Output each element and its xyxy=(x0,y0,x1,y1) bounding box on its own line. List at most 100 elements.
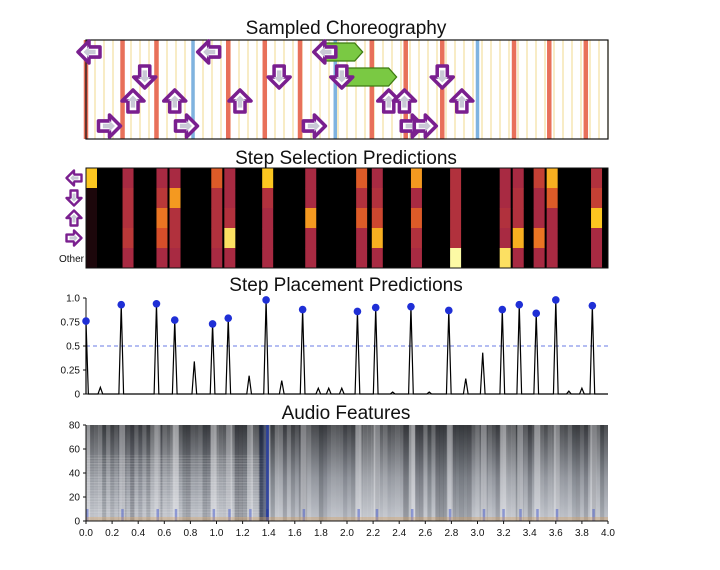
spectrogram-band xyxy=(86,503,266,505)
spectrogram-column xyxy=(463,425,468,521)
spectrogram-column xyxy=(274,425,280,521)
spectrogram-column xyxy=(214,425,219,521)
spectrogram-column xyxy=(206,425,211,521)
spectrogram-column xyxy=(431,425,436,521)
spectrogram-column xyxy=(603,425,609,521)
spectrogram-column xyxy=(375,425,380,521)
spectrogram-column xyxy=(407,425,412,521)
spec-x-tick-label: 2.4 xyxy=(392,528,406,539)
spectrogram-column xyxy=(567,425,573,521)
heat-cell xyxy=(512,248,524,269)
panel-title-step-placement: Step Placement Predictions xyxy=(229,275,462,296)
placement-peak-marker xyxy=(353,307,362,316)
heat-cell xyxy=(410,168,422,189)
spec-y-tick-label: 60 xyxy=(69,445,81,456)
heat-cell xyxy=(211,228,223,249)
low-frequency-band xyxy=(86,517,608,521)
heat-cell xyxy=(450,248,462,269)
onset-low-energy xyxy=(212,509,216,521)
spectrogram-column xyxy=(395,425,400,521)
step-arrow-left xyxy=(76,39,102,65)
down-arrow-shade xyxy=(139,70,151,83)
spec-x-tick-label: 1.6 xyxy=(288,528,302,539)
heat-cell xyxy=(86,248,97,269)
up-arrow-shade xyxy=(234,95,246,108)
spectrogram-column xyxy=(459,425,464,521)
spec-x-tick-label: 1.4 xyxy=(262,528,276,539)
spec-x-tick-label: 0.2 xyxy=(105,528,119,539)
heat-cell xyxy=(533,208,545,229)
heat-cell xyxy=(591,188,603,209)
spectrogram-column xyxy=(254,425,259,521)
row-label-right-icon xyxy=(65,229,83,247)
spectrogram-column xyxy=(403,425,408,521)
left-arrow-shade xyxy=(83,46,96,58)
spectrogram-column xyxy=(491,425,496,521)
onset-low-energy xyxy=(410,509,414,521)
heat-cell xyxy=(371,188,383,209)
up-arrow-shade xyxy=(398,95,410,108)
heat-cell xyxy=(410,208,422,229)
panel-title-choreography: Sampled Choreography xyxy=(246,18,447,39)
onset-streak-strong xyxy=(266,425,270,521)
spectrogram-column xyxy=(479,425,484,521)
spectrogram-column xyxy=(455,425,460,521)
placement-peak-marker xyxy=(552,296,560,304)
step-arrow-up xyxy=(449,88,475,114)
spectrogram-column xyxy=(535,425,541,521)
y-tick-label: 0.5 xyxy=(66,342,80,353)
onset-streak xyxy=(226,425,233,521)
spectrogram-column xyxy=(543,425,549,521)
left-arrow-shade xyxy=(70,174,79,182)
step-arrow-right xyxy=(301,113,328,139)
spectrogram-column xyxy=(559,425,565,521)
spectrogram-column xyxy=(298,425,304,521)
placement-peak-marker xyxy=(515,300,524,309)
spectrogram-column xyxy=(355,425,360,521)
onset-low-energy xyxy=(502,509,505,521)
spectrogram-band xyxy=(86,460,266,462)
heat-cell xyxy=(533,188,545,209)
heat-cell xyxy=(156,228,168,249)
heat-cell xyxy=(546,188,558,209)
placement-peak-marker xyxy=(371,303,380,312)
spectrogram-column xyxy=(551,425,557,521)
heat-cell xyxy=(546,248,558,269)
spectrogram-column xyxy=(150,425,155,521)
y-tick-label: 0.25 xyxy=(61,366,81,377)
heat-cell xyxy=(450,168,462,189)
heat-cell xyxy=(169,248,181,269)
spectrogram-column xyxy=(523,425,528,521)
onset-low-energy xyxy=(121,509,124,521)
spectrogram-column xyxy=(170,425,175,521)
heat-cell xyxy=(356,188,368,209)
row-label-down-icon xyxy=(65,189,83,207)
heat-cell xyxy=(450,188,462,209)
spectrogram-band xyxy=(86,492,266,494)
heat-cell xyxy=(122,168,134,189)
spectrogram-column xyxy=(342,425,348,521)
onset-low-energy xyxy=(357,509,360,521)
heat-cell xyxy=(169,208,181,229)
heat-cell xyxy=(371,248,383,269)
heat-cell xyxy=(591,168,603,189)
heat-cell xyxy=(371,228,383,249)
heat-cell xyxy=(224,248,236,269)
spectrogram-column xyxy=(571,425,577,521)
heat-cell xyxy=(262,168,274,189)
spectrogram-column xyxy=(118,425,123,521)
spectrogram-column xyxy=(334,425,340,521)
spectrogram-band xyxy=(86,487,266,489)
spec-x-tick-label: 3.0 xyxy=(471,528,485,539)
spectrogram-column xyxy=(411,425,416,521)
spectrogram-column xyxy=(210,425,215,521)
spectrogram-column xyxy=(579,425,585,521)
spectrogram-column xyxy=(314,425,320,521)
onset-streak xyxy=(355,425,362,521)
spec-x-tick-label: 0.8 xyxy=(183,528,197,539)
heat-cell xyxy=(211,248,223,269)
spectrogram-column xyxy=(122,425,127,521)
spectrogram-band xyxy=(86,479,266,481)
spectrogram-column xyxy=(383,425,388,521)
down-arrow-shade xyxy=(436,70,448,83)
